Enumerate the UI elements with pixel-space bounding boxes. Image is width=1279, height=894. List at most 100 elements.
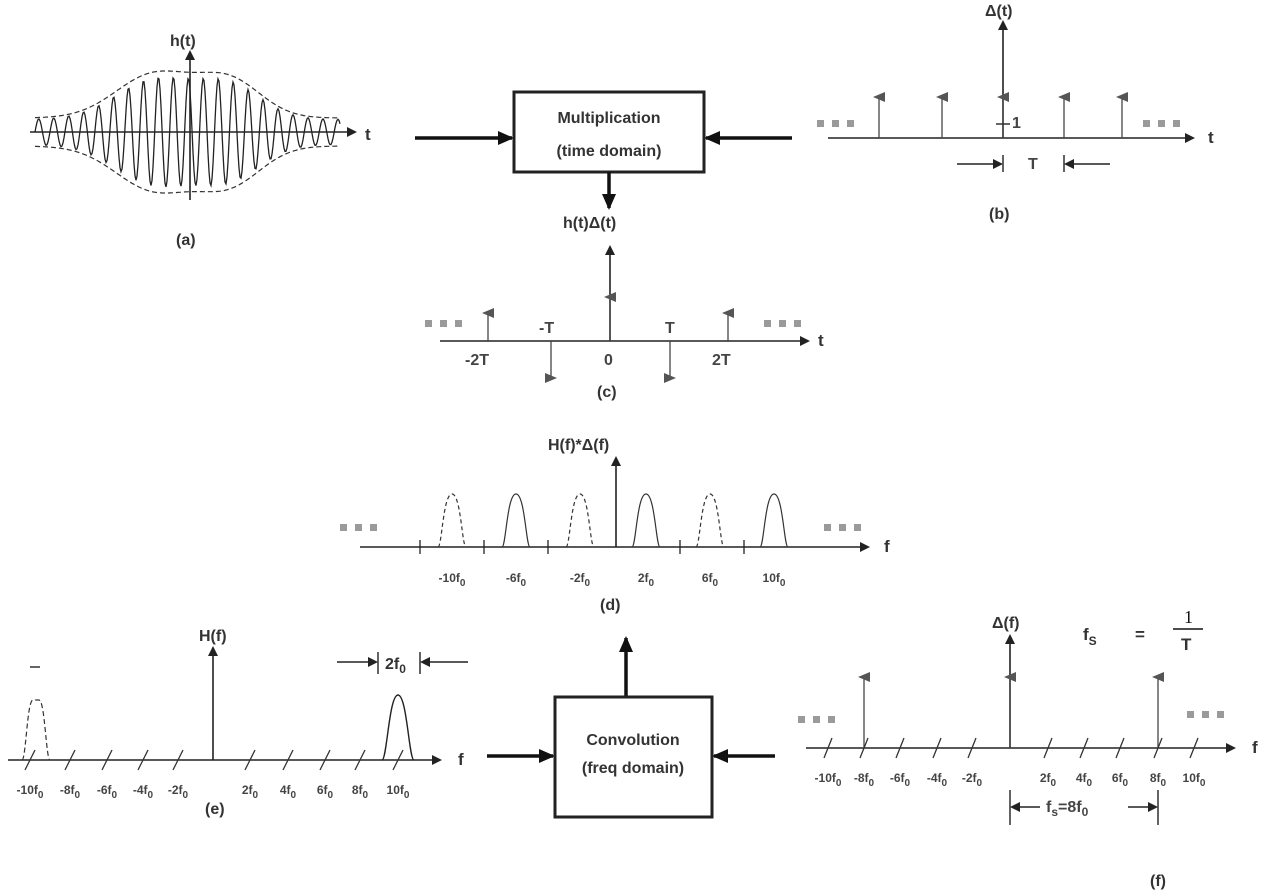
multiplication-box (512, 90, 706, 174)
ellipsis-left-d (340, 524, 377, 531)
tick-label-e-8: 8f0 (352, 783, 369, 801)
H-f-label: H(f) (199, 628, 227, 645)
bandwidth-label: 2f0 (385, 656, 406, 676)
panel-e-ticks (24, 749, 404, 771)
h-conv-delta-label: H(f)*Δ(f) (548, 437, 609, 454)
tick-label-f-7: 6f0 (1112, 771, 1129, 789)
caption-f: (f) (1150, 873, 1166, 890)
envelope-lower (35, 145, 340, 194)
ellipsis-left-c (425, 320, 462, 327)
tick-label-f-3: -4f0 (927, 771, 948, 789)
tick-c-zero: 0 (604, 352, 613, 369)
caption-b: (b) (989, 206, 1009, 223)
tick-f-6 (1079, 737, 1089, 759)
tick-e-7 (319, 749, 331, 771)
tick-label-e-4: -2f0 (168, 783, 189, 801)
ellipsis-left-b (817, 120, 854, 127)
tick-label-f-2: -6f0 (890, 771, 911, 789)
tick-label-d-3: 2f0 (638, 571, 655, 589)
panel-d: H(f)*Δ(f) -10f0 -6f0 -2f0 2f0 6f0 10f0 f (d) (340, 437, 890, 614)
t-label-b: t (1208, 128, 1214, 147)
tick-f-5 (1043, 737, 1053, 759)
caption-d: (d) (600, 597, 620, 614)
tick-f-8 (1153, 737, 1163, 759)
panel-e: H(f) -10f0 -8f0 -6f0 -4f0 -2f0 2f0 4f0 6f0 8f0 10… (8, 628, 468, 818)
tick-label-e-9: 10f0 (387, 783, 410, 801)
tick-label-e-5: 2f0 (242, 783, 259, 801)
delta-f-label: Δ(f) (992, 615, 1019, 632)
tick-label-f-5: 2f0 (1040, 771, 1057, 789)
ellipsis-right-b (1143, 120, 1180, 127)
multiplication-title: Multiplication (557, 110, 660, 127)
signal-h-t (34, 76, 341, 189)
fs-equals: = (1135, 625, 1145, 644)
spectral-replica-0 (437, 493, 467, 548)
multiplication-subtitle: (time domain) (557, 143, 662, 160)
tick-e-8 (354, 749, 366, 771)
tick-label-f-8: 8f0 (1150, 771, 1167, 789)
envelope-upper (35, 70, 340, 119)
panel-e-tick-labels: -10f0 -8f0 -6f0 -4f0 -2f0 2f0 4f0 6f0 8f0 10f0 (17, 783, 410, 801)
tick-f-4 (967, 737, 977, 759)
tick-f-1 (859, 737, 869, 759)
panel-d-tick-labels: -10f0 -6f0 -2f0 2f0 6f0 10f0 (439, 571, 786, 589)
fs-formula: fS (1083, 625, 1097, 648)
tick-c-minus2T: -2T (465, 352, 489, 369)
delta-t-label: Δ(t) (985, 3, 1012, 20)
tick-label-d-1: -6f0 (506, 571, 527, 589)
convolution-title: Convolution (586, 732, 679, 749)
ellipsis-right-f (1187, 711, 1224, 718)
tick-label-f-4: -2f0 (962, 771, 983, 789)
f-label-f: f (1252, 738, 1258, 757)
tick-label-e-6: 4f0 (280, 783, 297, 801)
tick-e-3 (137, 749, 149, 771)
caption-c: (c) (597, 384, 617, 401)
caption-e: (e) (205, 801, 225, 818)
h-delta-t-label: h(t)Δ(t) (563, 215, 616, 232)
ellipsis-right-d (824, 524, 861, 531)
tick-label-e-7: 6f0 (317, 783, 334, 801)
tick-label-e-0: -10f0 (17, 783, 44, 801)
panel-c: h(t)Δ(t) -2T -T 0 T 2T t (c) (425, 215, 824, 401)
tick-label-f-1: -8f0 (854, 771, 875, 789)
convolution-box (553, 695, 714, 819)
panel-f: fS = 1 T Δ(f) -10f0 -8f0 -6f0 -4f0 -2f0 2f0 4f… (798, 607, 1258, 890)
f-label-e: f (458, 750, 464, 769)
tick-f-0 (823, 737, 833, 759)
tick-e-2 (101, 749, 113, 771)
tick-label-d-0: -10f0 (439, 571, 466, 589)
panel-f-ticks (823, 737, 1199, 759)
spectral-replica-1 (501, 493, 531, 548)
panel-a: h(t) t (a) (30, 33, 371, 249)
panel-b: 1 Δ(t) t T (b) (817, 3, 1214, 223)
tick-e-9 (392, 749, 404, 771)
negative-spectrum-lobe (21, 699, 51, 761)
tick-label-e-2: -6f0 (97, 783, 118, 801)
tick-f-3 (932, 737, 942, 759)
tick-c-2T: 2T (712, 352, 731, 369)
multiplication-block: Multiplication (time domain) (415, 90, 792, 210)
tick-e-1 (64, 749, 76, 771)
positive-spectrum-lobe (381, 694, 415, 761)
tick-label-d-5: 10f0 (763, 571, 786, 589)
ellipsis-left-f (798, 716, 835, 723)
convolution-block: Convolution (freq domain) (487, 636, 775, 819)
ellipsis-right-c (764, 320, 801, 327)
tick-label-e-3: -4f0 (133, 783, 154, 801)
tick-f-7 (1115, 737, 1125, 759)
tick-label-f-6: 4f0 (1076, 771, 1093, 789)
t-label-c: t (818, 331, 824, 350)
convolution-subtitle: (freq domain) (582, 760, 684, 777)
spectral-replica-4 (695, 493, 725, 548)
tick-f-9 (1189, 737, 1199, 759)
period-T-label: T (1028, 156, 1038, 173)
tick-c-T: T (665, 320, 675, 337)
fs-8f0-label: fs=8f0 (1046, 799, 1089, 819)
spectral-replica-3 (631, 493, 661, 548)
caption-a: (a) (176, 232, 196, 249)
panel-f-tick-labels: -10f0 -8f0 -6f0 -4f0 -2f0 2f0 4f0 6f0 8f0 10f0 (815, 771, 1206, 789)
tick-e-4 (172, 749, 184, 771)
f-label-d: f (884, 537, 890, 556)
